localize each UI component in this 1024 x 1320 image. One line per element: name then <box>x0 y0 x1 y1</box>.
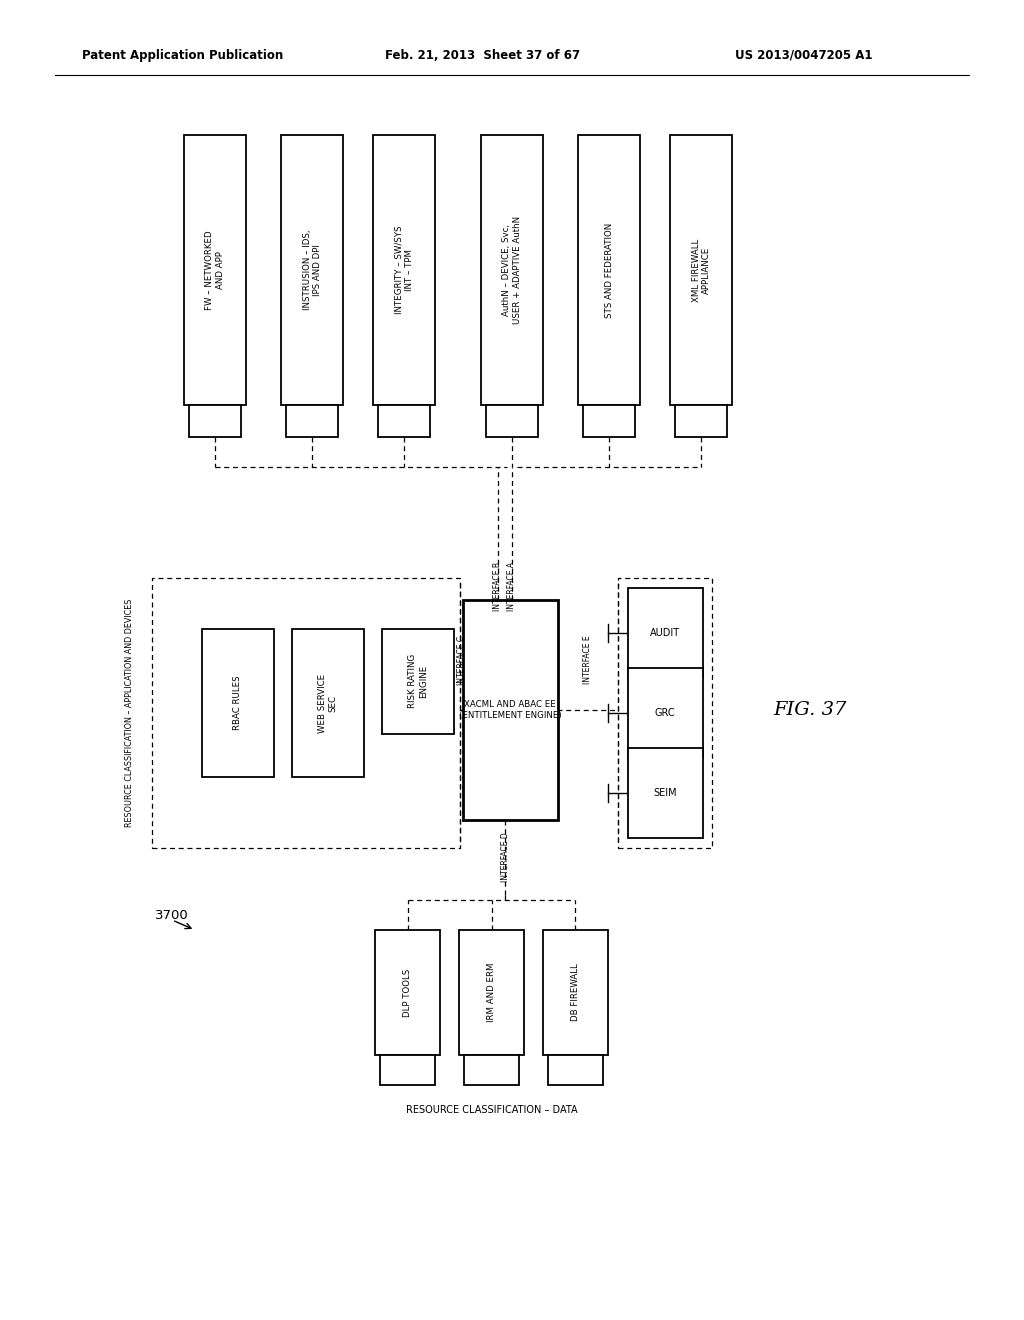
Text: RESOURCE CLASSIFICATION – APPLICATION AND DEVICES: RESOURCE CLASSIFICATION – APPLICATION AN… <box>126 599 134 828</box>
Bar <box>579 135 640 405</box>
Text: RESOURCE CLASSIFICATION – DATA: RESOURCE CLASSIFICATION – DATA <box>406 1105 578 1115</box>
Text: AuthN – DEVICE, Svc,
USER + ADAPTIVE AuthN: AuthN – DEVICE, Svc, USER + ADAPTIVE Aut… <box>503 216 521 325</box>
Text: WEB SERVICE
SEC: WEB SERVICE SEC <box>318 673 338 733</box>
Text: INTERFACE A: INTERFACE A <box>508 562 516 611</box>
Bar <box>380 1055 435 1085</box>
Text: IRM AND ERM: IRM AND ERM <box>487 962 496 1022</box>
Text: SEIM: SEIM <box>653 788 677 799</box>
Bar <box>382 628 454 734</box>
Bar <box>202 630 274 777</box>
Text: FW – NETWORKED
AND APP: FW – NETWORKED AND APP <box>206 230 224 310</box>
Text: INTERFACE B: INTERFACE B <box>494 562 503 611</box>
Bar <box>459 931 524 1055</box>
Bar <box>463 601 557 820</box>
Bar <box>464 1055 519 1085</box>
Bar <box>481 135 543 405</box>
Bar <box>282 135 343 405</box>
Bar <box>152 578 460 847</box>
Text: XACML AND ABAC EE
(ENTITLEMENT ENGINE): XACML AND ABAC EE (ENTITLEMENT ENGINE) <box>459 701 561 719</box>
Text: DB FIREWALL: DB FIREWALL <box>571 964 580 1022</box>
Text: Feb. 21, 2013  Sheet 37 of 67: Feb. 21, 2013 Sheet 37 of 67 <box>385 49 581 62</box>
Text: DLP TOOLS: DLP TOOLS <box>403 969 412 1016</box>
Bar <box>292 630 364 777</box>
Text: Patent Application Publication: Patent Application Publication <box>82 49 284 62</box>
Text: STS AND FEDERATION: STS AND FEDERATION <box>605 222 613 318</box>
Text: US 2013/0047205 A1: US 2013/0047205 A1 <box>735 49 872 62</box>
Bar <box>374 135 435 405</box>
Text: FIG. 37: FIG. 37 <box>773 701 847 719</box>
Text: INSTRUSION – IDS,
IPS AND DPI: INSTRUSION – IDS, IPS AND DPI <box>303 230 322 310</box>
Bar <box>618 578 712 847</box>
Bar <box>486 405 538 437</box>
Bar <box>628 748 702 838</box>
Bar <box>676 405 727 437</box>
Text: INTERFACE C: INTERFACE C <box>457 635 466 685</box>
Bar <box>584 405 635 437</box>
Bar <box>287 405 338 437</box>
Bar <box>379 405 430 437</box>
Text: RISK RATING
ENGINE: RISK RATING ENGINE <box>409 653 428 708</box>
Text: GRC: GRC <box>654 708 675 718</box>
Text: AUDIT: AUDIT <box>650 628 680 638</box>
Text: INTERFACE D: INTERFACE D <box>501 833 510 882</box>
Text: INTERFACE E: INTERFACE E <box>584 636 592 684</box>
Bar <box>548 1055 603 1085</box>
Bar <box>628 587 702 678</box>
Text: RBAC RULES: RBAC RULES <box>233 676 243 730</box>
Text: 3700: 3700 <box>155 908 188 921</box>
Text: XML FIREWALL
APPLIANCE: XML FIREWALL APPLIANCE <box>692 239 711 302</box>
Bar <box>671 135 732 405</box>
Bar <box>628 668 702 758</box>
Bar <box>543 931 608 1055</box>
Text: INTEGRITY – SW/SYS
INT – TPM: INTEGRITY – SW/SYS INT – TPM <box>395 226 414 314</box>
Bar <box>375 931 440 1055</box>
Bar <box>184 135 246 405</box>
Bar <box>189 405 241 437</box>
